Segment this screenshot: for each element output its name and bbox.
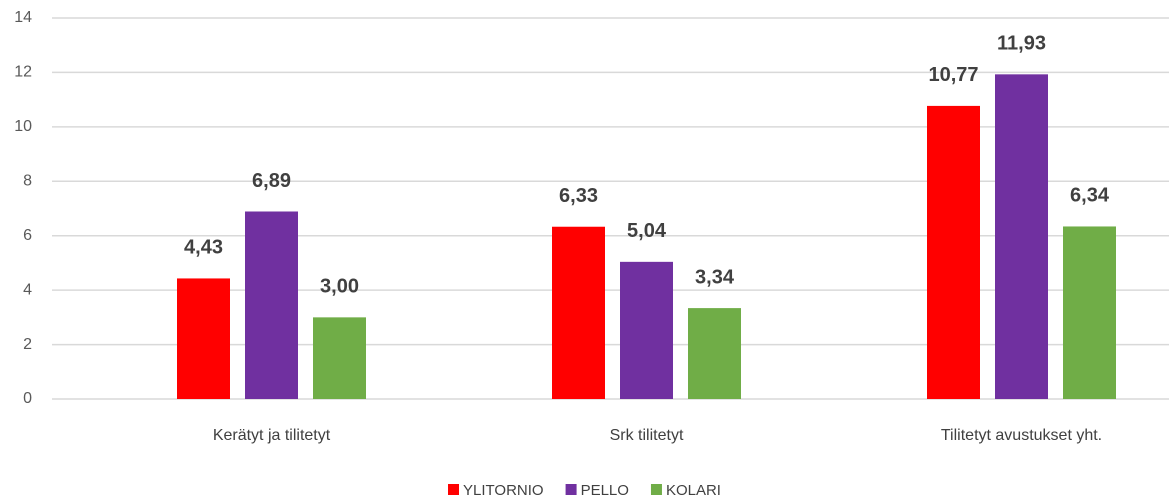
value-label: 5,04 bbox=[627, 220, 667, 242]
y-tick-label: 14 bbox=[14, 9, 32, 26]
bar bbox=[1063, 226, 1116, 399]
y-tick-label: 4 bbox=[23, 281, 32, 298]
bar bbox=[313, 317, 366, 399]
x-tick-label: Srk tilitetyt bbox=[610, 427, 684, 444]
value-label: 3,00 bbox=[320, 276, 359, 298]
legend-swatch bbox=[565, 484, 577, 495]
y-tick-label: 6 bbox=[23, 227, 32, 244]
bar bbox=[995, 74, 1048, 400]
value-label: 6,89 bbox=[252, 170, 291, 192]
value-label: 11,93 bbox=[997, 33, 1046, 55]
legend-swatch bbox=[448, 484, 460, 495]
bar bbox=[620, 261, 673, 399]
legend-label: PELLO bbox=[581, 482, 629, 499]
bar bbox=[688, 308, 741, 399]
y-tick-label: 0 bbox=[23, 390, 32, 407]
y-tick-label: 8 bbox=[23, 173, 32, 190]
x-tick-label: Tilitetyt avustukset yht. bbox=[941, 427, 1102, 444]
bar bbox=[177, 278, 230, 399]
value-label: 6,34 bbox=[1070, 185, 1110, 207]
bar bbox=[552, 226, 605, 399]
legend-label: YLITORNIO bbox=[463, 482, 544, 499]
bar bbox=[245, 211, 298, 399]
x-tick-label: Kerätyt ja tilitetyt bbox=[213, 427, 331, 444]
legend-label: KOLARI bbox=[666, 482, 721, 499]
value-label: 3,34 bbox=[695, 266, 735, 288]
y-tick-label: 12 bbox=[14, 64, 32, 81]
y-tick-label: 10 bbox=[14, 118, 32, 135]
value-label: 10,77 bbox=[928, 64, 978, 86]
y-tick-label: 2 bbox=[23, 336, 32, 353]
bar bbox=[927, 105, 980, 399]
value-label: 4,43 bbox=[184, 237, 223, 259]
legend-swatch bbox=[650, 484, 662, 495]
value-label: 6,33 bbox=[559, 185, 598, 207]
